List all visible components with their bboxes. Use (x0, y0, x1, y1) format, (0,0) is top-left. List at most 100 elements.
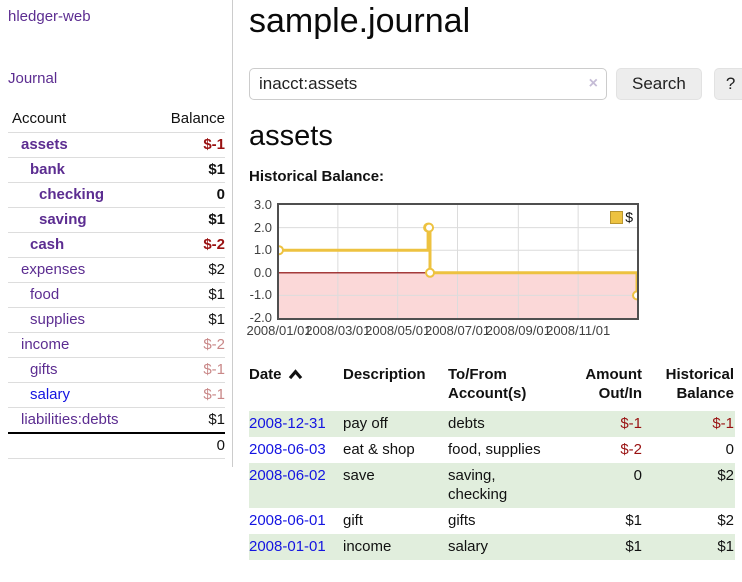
account-balance: $1 (150, 207, 225, 233)
accounts-table-header-row: Account Balance (8, 105, 225, 133)
register-balance-cell: 0 (725, 441, 734, 459)
y-axis-tick-label: 0.0 (253, 264, 272, 280)
account-balance: $-1 (150, 357, 225, 383)
register-header-description: Description (343, 366, 426, 384)
clear-search-icon[interactable]: × (588, 75, 598, 93)
account-link[interactable]: saving (39, 211, 87, 228)
accounts-total-spacer (8, 432, 151, 459)
account-link[interactable]: supplies (30, 311, 86, 328)
account-name-cell: expenses (8, 257, 151, 283)
x-axis-tick-label: 2008/01/01 (246, 323, 312, 339)
register-accounts-cell: food, supplies (448, 441, 541, 459)
app-title: hledger-web (8, 8, 225, 25)
y-axis-tick-label: 1.0 (253, 242, 272, 258)
account-name-cell: food (8, 282, 151, 308)
legend-swatch-icon (610, 210, 624, 224)
register-accounts-cell: salary (448, 538, 489, 556)
help-button[interactable]: ? (713, 68, 742, 101)
account-link[interactable]: cash (30, 236, 65, 253)
register-date-cell: 2008-06-02 (249, 463, 343, 508)
account-row: checking 0 (8, 182, 225, 208)
x-axis-tick-label: 2008/05/01 (365, 323, 431, 339)
register-header-row: Date Description To/From Account(s) Amou… (249, 365, 735, 411)
register-description-cell: gift (343, 512, 364, 530)
register-date-cell: 2008-01-01 (249, 534, 343, 560)
balance-chart: $ 3.0 2.0 1.0 0.0 -1.0 -2.0 2008/01/01 2008/03/… (246, 197, 639, 338)
account-name-cell: income (8, 332, 151, 358)
transaction-date-link[interactable]: 2008-12-31 (249, 415, 326, 433)
account-link[interactable]: expenses (21, 261, 86, 278)
account-link[interactable]: income (21, 336, 70, 353)
register-table: Date Description To/From Account(s) Amou… (249, 365, 735, 561)
app-title-link[interactable]: hledger-web (8, 8, 91, 25)
account-link[interactable]: checking (39, 186, 105, 203)
y-axis-tick-label: -2.0 (249, 310, 272, 326)
transaction-date-link[interactable]: 2008-06-02 (249, 467, 326, 485)
account-row: liabilities:debts $1 (8, 407, 225, 433)
register-balance-cell: $2 (717, 467, 734, 485)
account-row: assets $-1 (8, 132, 225, 158)
register-accounts-cell: gifts (448, 512, 476, 530)
transaction-date-link[interactable]: 2008-06-03 (249, 441, 326, 459)
chart-title: Historical Balance: (249, 168, 385, 186)
account-name-cell: salary (8, 382, 151, 408)
account-balance: $-1 (150, 132, 225, 158)
accounts-table: Account Balance assets $-1 bank $1 checking 0… (8, 105, 225, 459)
register-date-cell: 2008-06-03 (249, 437, 343, 463)
account-row: income $-2 (8, 332, 225, 358)
register-amount-cell: $-2 (620, 441, 642, 459)
chart-canvas (279, 205, 637, 319)
account-row: supplies $1 (8, 307, 225, 333)
account-row: bank $1 (8, 157, 225, 183)
transaction-row: 2008-01-01 income salary $1 $1 (249, 534, 735, 561)
register-date-cell: 2008-12-31 (249, 411, 343, 437)
account-balance: $-1 (150, 382, 225, 408)
transaction-date-link[interactable]: 2008-06-01 (249, 512, 326, 530)
account-balance: $-2 (150, 232, 225, 258)
app-root: hledger-web Journal Account Balance asse… (0, 0, 742, 561)
accounts-header-balance: Balance (170, 110, 225, 127)
account-heading: assets (249, 120, 333, 153)
account-name-cell: cash (8, 232, 151, 258)
y-axis-tick-label: 2.0 (253, 219, 272, 235)
register-description-cell: eat & shop (343, 441, 415, 459)
account-balance: $1 (150, 307, 225, 333)
search-button[interactable]: Search (616, 68, 702, 101)
nav-journal: Journal (8, 70, 225, 87)
accounts-total-row: 0 (8, 432, 225, 459)
account-name-cell: gifts (8, 357, 151, 383)
register-amount-cell: $1 (625, 512, 642, 530)
transaction-row: 2008-12-31 pay off debts $-1 $-1 (249, 411, 735, 438)
accounts-total-value: 0 (150, 432, 225, 459)
account-link[interactable]: bank (30, 161, 66, 178)
account-link[interactable]: liabilities:debts (21, 411, 119, 428)
nav-journal-link[interactable]: Journal (8, 70, 58, 87)
search-input[interactable] (249, 68, 607, 101)
legend-label: $ (625, 209, 633, 226)
account-balance: $2 (150, 257, 225, 283)
main-content: sample.journal × Search ? assets Histori… (233, 0, 742, 561)
sidebar: hledger-web Journal Account Balance asse… (0, 0, 233, 467)
sort-ascending-icon (288, 369, 302, 380)
account-link[interactable]: food (30, 286, 60, 303)
register-description-cell: pay off (343, 415, 388, 433)
account-name-cell: liabilities:debts (8, 407, 151, 433)
transaction-date-link[interactable]: 2008-01-01 (249, 538, 326, 556)
account-name-cell: assets (8, 132, 151, 158)
account-balance: $1 (150, 157, 225, 183)
account-balance: $1 (150, 282, 225, 308)
account-link[interactable]: salary (30, 386, 71, 403)
accounts-header-account: Account (12, 110, 67, 127)
account-link[interactable]: gifts (30, 361, 58, 378)
account-link[interactable]: assets (21, 136, 68, 153)
register-header-balance: Historical Balance (665, 366, 734, 403)
account-row: saving $1 (8, 207, 225, 233)
chart-plot-area: $ (277, 203, 639, 321)
register-balance-cell: $2 (717, 512, 734, 530)
register-balance-cell: $1 (717, 538, 734, 556)
account-row: cash $-2 (8, 232, 225, 258)
y-axis-tick-label: 3.0 (253, 197, 272, 213)
register-accounts-cell: debts (448, 415, 485, 433)
account-name-cell: supplies (8, 307, 151, 333)
register-header-date[interactable]: Date (249, 365, 343, 411)
